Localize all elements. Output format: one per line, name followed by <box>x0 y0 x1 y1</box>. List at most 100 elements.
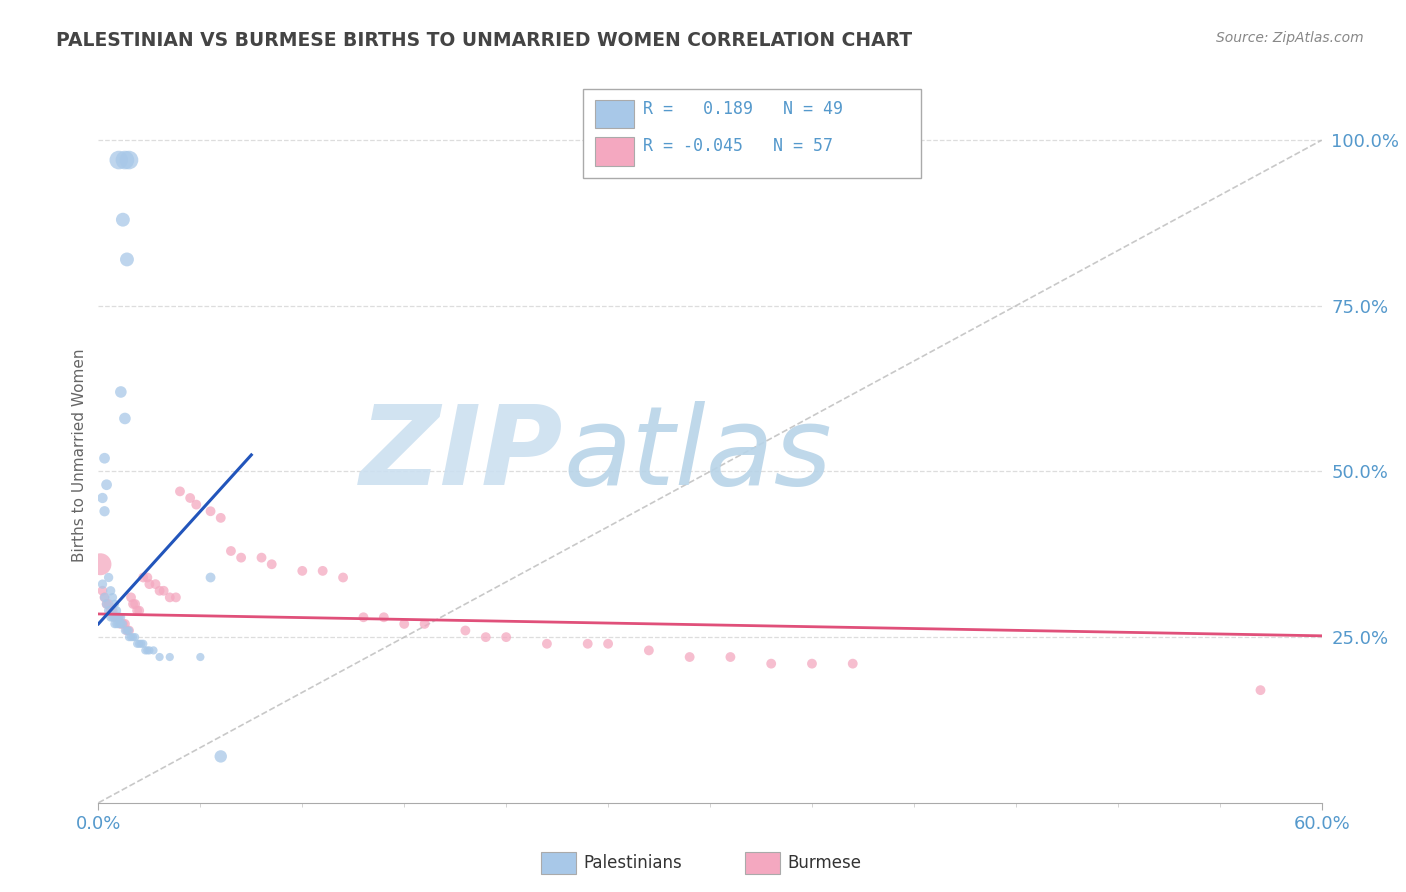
Point <box>93 451 115 466</box>
Point <box>122 630 145 644</box>
Point <box>209 511 232 525</box>
Point <box>120 591 142 605</box>
Point <box>104 610 127 624</box>
Point <box>136 570 159 584</box>
Point <box>110 384 132 399</box>
Point <box>200 570 222 584</box>
Point <box>111 616 134 631</box>
Point <box>801 657 824 671</box>
Point <box>132 637 155 651</box>
Point <box>260 558 283 572</box>
Point <box>209 749 232 764</box>
Point <box>128 604 150 618</box>
Point <box>127 604 149 618</box>
Point <box>114 624 136 638</box>
Point <box>132 570 155 584</box>
Point <box>1249 683 1271 698</box>
Point <box>105 604 128 618</box>
Point <box>97 597 120 611</box>
Point <box>110 616 132 631</box>
Point <box>149 650 172 665</box>
Point <box>114 616 136 631</box>
Point <box>108 610 131 624</box>
Point <box>720 650 742 665</box>
Point <box>373 610 395 624</box>
Text: Source: ZipAtlas.com: Source: ZipAtlas.com <box>1216 31 1364 45</box>
Point <box>124 597 146 611</box>
Point <box>159 650 181 665</box>
Point <box>108 616 131 631</box>
Point <box>761 657 783 671</box>
Point <box>111 212 134 227</box>
Point <box>89 558 111 572</box>
Point <box>118 153 141 167</box>
Point <box>97 604 120 618</box>
Point <box>122 597 145 611</box>
Text: Burmese: Burmese <box>787 855 862 872</box>
Point <box>231 550 253 565</box>
Point <box>413 616 436 631</box>
Point <box>138 643 160 657</box>
Point <box>200 504 222 518</box>
Point <box>127 637 149 651</box>
Point <box>93 591 115 605</box>
Point <box>97 570 120 584</box>
Point <box>124 630 146 644</box>
Text: Palestinians: Palestinians <box>583 855 682 872</box>
Point <box>105 616 128 631</box>
Point <box>250 550 273 565</box>
Point <box>474 630 498 644</box>
Point <box>186 498 208 512</box>
Point <box>96 597 118 611</box>
Point <box>128 637 150 651</box>
Point <box>105 610 128 624</box>
Point <box>110 610 132 624</box>
Text: ZIP: ZIP <box>360 401 564 508</box>
Point <box>111 616 134 631</box>
Point <box>100 604 122 618</box>
Point <box>93 504 115 518</box>
Point <box>110 616 132 631</box>
Point <box>332 570 354 584</box>
Point <box>115 624 138 638</box>
Point <box>129 637 152 651</box>
Point <box>91 583 114 598</box>
Text: R =   0.189   N = 49: R = 0.189 N = 49 <box>643 100 842 118</box>
Point <box>159 591 181 605</box>
Point <box>598 637 620 651</box>
Y-axis label: Births to Unmarried Women: Births to Unmarried Women <box>72 348 87 562</box>
Point <box>114 411 136 425</box>
Point <box>104 597 127 611</box>
Point <box>100 583 122 598</box>
Point <box>101 610 124 624</box>
Text: PALESTINIAN VS BURMESE BIRTHS TO UNMARRIED WOMEN CORRELATION CHART: PALESTINIAN VS BURMESE BIRTHS TO UNMARRI… <box>56 31 912 50</box>
Point <box>312 564 335 578</box>
Point <box>114 153 136 167</box>
Point <box>392 616 416 631</box>
Point <box>134 643 156 657</box>
Point <box>352 610 374 624</box>
Point <box>152 583 174 598</box>
Point <box>104 616 127 631</box>
Point <box>118 624 141 638</box>
Point <box>108 610 131 624</box>
Point <box>454 624 477 638</box>
Point <box>142 643 165 657</box>
Point <box>536 637 558 651</box>
Point <box>219 544 242 558</box>
Point <box>118 630 141 644</box>
Text: R = -0.045   N = 57: R = -0.045 N = 57 <box>643 137 832 155</box>
Point <box>145 577 167 591</box>
Point <box>115 624 138 638</box>
Point <box>115 252 138 267</box>
Text: atlas: atlas <box>564 401 832 508</box>
Point <box>91 491 114 505</box>
Point <box>149 583 172 598</box>
Point <box>93 591 115 605</box>
Point <box>169 484 191 499</box>
Point <box>841 657 863 671</box>
Point <box>118 624 141 638</box>
Point <box>136 643 159 657</box>
Point <box>576 637 599 651</box>
Point <box>101 604 124 618</box>
